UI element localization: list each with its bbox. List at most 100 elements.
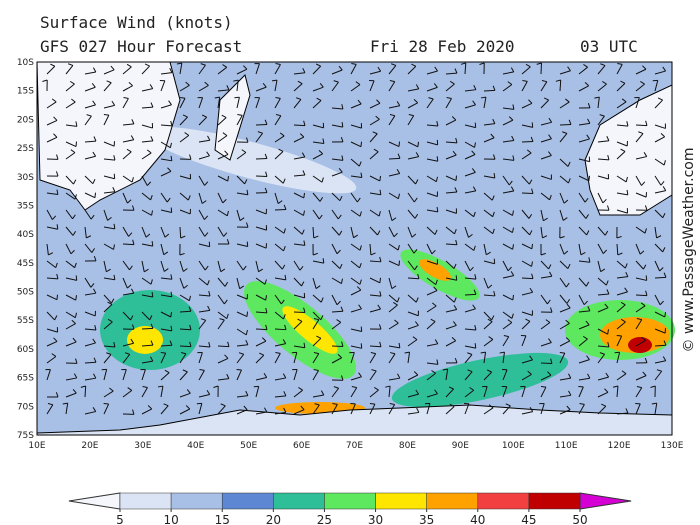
- barb-flag: [312, 252, 319, 256]
- barb: [122, 390, 133, 398]
- barb: [217, 153, 229, 160]
- barb: [198, 139, 210, 143]
- barb: [217, 192, 224, 204]
- barb: [540, 175, 552, 180]
- barb-flag: [659, 300, 664, 306]
- barb-flag: [204, 181, 209, 186]
- barb-flag: [258, 268, 264, 273]
- barb-flag: [531, 273, 534, 279]
- barb: [274, 395, 286, 398]
- barb-flag: [454, 357, 458, 363]
- barb-flag: [151, 241, 154, 247]
- barb: [616, 260, 626, 269]
- barb: [179, 353, 187, 364]
- barb-flag: [416, 407, 420, 413]
- barb-flag: [436, 120, 439, 127]
- barb: [426, 362, 438, 365]
- barb: [616, 304, 626, 313]
- barb-flag: [397, 245, 400, 251]
- barb: [179, 63, 183, 75]
- barb: [141, 152, 152, 160]
- barb: [502, 311, 513, 319]
- barb-flag: [282, 178, 286, 184]
- barb: [445, 308, 457, 313]
- barb-flag: [224, 354, 229, 359]
- barb-flag: [320, 315, 324, 321]
- barb: [445, 141, 458, 144]
- barb-flag: [548, 338, 552, 343]
- barb: [236, 294, 248, 300]
- barb: [521, 175, 530, 185]
- barb-flag: [430, 318, 436, 323]
- barb-flag: [207, 135, 211, 141]
- barb: [464, 371, 473, 381]
- barb-flag: [645, 290, 648, 296]
- barb-flag: [472, 186, 477, 192]
- barb-flag: [360, 172, 363, 178]
- barb: [464, 154, 476, 160]
- barb: [198, 192, 203, 204]
- barb: [521, 311, 533, 316]
- barb-flag: [511, 135, 515, 141]
- barb-flag: [318, 214, 323, 220]
- barb: [217, 378, 229, 381]
- barb-flag: [226, 210, 229, 216]
- barb-flag: [220, 268, 226, 273]
- barb: [255, 340, 267, 347]
- barb: [84, 342, 96, 347]
- barb-flag: [234, 96, 240, 99]
- barb-flag: [638, 131, 644, 135]
- barb-flag: [132, 205, 135, 211]
- barb: [65, 243, 72, 255]
- barb: [388, 115, 396, 126]
- barb-flag: [283, 407, 287, 413]
- barb: [540, 386, 547, 398]
- barb-flag: [282, 373, 287, 379]
- barb-flag: [359, 211, 362, 217]
- barb: [369, 226, 378, 236]
- barb: [103, 345, 116, 348]
- barb: [597, 192, 604, 204]
- barb: [179, 371, 188, 381]
- barb: [255, 277, 266, 285]
- barb: [350, 226, 355, 238]
- barb-flag: [583, 64, 588, 68]
- barb: [103, 294, 112, 304]
- barb-flag: [92, 67, 97, 73]
- barb: [540, 81, 548, 92]
- barb-flag: [50, 63, 56, 67]
- barb: [616, 82, 626, 92]
- barb-flag: [446, 97, 452, 99]
- barb-flag: [601, 403, 606, 407]
- barb: [445, 175, 457, 182]
- barb: [597, 293, 609, 296]
- barb: [635, 277, 647, 281]
- barb: [635, 375, 647, 381]
- barb: [217, 209, 228, 217]
- barb: [559, 352, 566, 364]
- barb-flag: [373, 148, 379, 153]
- barb-flag: [147, 405, 153, 410]
- barb: [141, 65, 150, 75]
- barb-flag: [183, 284, 188, 289]
- barb: [331, 171, 343, 177]
- barb: [616, 124, 628, 127]
- wind-area: [127, 326, 163, 354]
- barb-flag: [643, 264, 647, 270]
- barb: [388, 260, 400, 266]
- barb-flag: [338, 167, 343, 173]
- barb-flag: [275, 352, 281, 354]
- barb: [445, 277, 457, 281]
- barb: [559, 409, 571, 415]
- barb: [312, 100, 322, 109]
- barb: [255, 411, 267, 415]
- barb-flag: [52, 215, 57, 220]
- barb: [350, 243, 361, 251]
- barb-flag: [620, 148, 626, 152]
- barb-flag: [130, 315, 134, 321]
- barb: [464, 141, 475, 148]
- barb: [141, 106, 154, 109]
- barb: [103, 403, 110, 415]
- barb: [293, 352, 298, 364]
- barb: [274, 277, 286, 281]
